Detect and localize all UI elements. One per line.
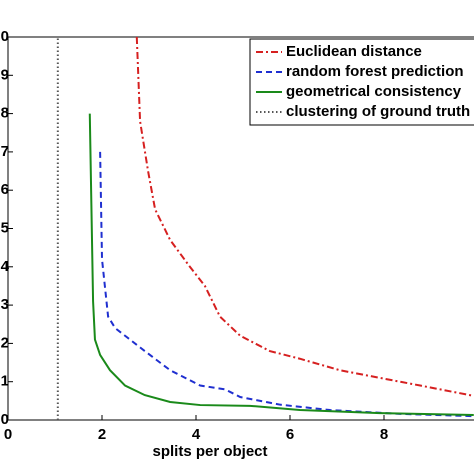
series-line xyxy=(135,36,474,397)
x-tick-label: 4 xyxy=(192,426,201,443)
y-tick-label: 0.9 xyxy=(0,66,9,83)
y-tick-label: 0.2 xyxy=(0,334,9,351)
x-tick-label: 8 xyxy=(380,426,388,443)
legend-label: clustering of ground truth xyxy=(286,103,470,120)
x-tick-label: 0 xyxy=(4,426,12,443)
y-tick-label: 0 xyxy=(1,411,9,428)
y-tick-label: 0.5 xyxy=(0,219,9,236)
legend-label: Euclidean distance xyxy=(286,43,422,60)
legend: Euclidean distance random forest predicti… xyxy=(249,38,474,126)
y-tick-label: 0.4 xyxy=(0,258,10,275)
legend-label: random forest prediction xyxy=(286,63,464,80)
y-tick-label: 0.3 xyxy=(0,296,9,313)
y-tick-label: 0.8 xyxy=(0,105,9,122)
series-line xyxy=(99,151,474,418)
series-line xyxy=(88,113,474,417)
x-tick-label: 2 xyxy=(98,426,106,443)
y-tick-label: 0.7 xyxy=(0,143,9,160)
y-tick-label: 1.0 xyxy=(0,28,9,45)
x-axis-label: splits per object xyxy=(152,443,267,460)
x-tick-label: 6 xyxy=(286,426,294,443)
y-tick-label: 0.6 xyxy=(0,181,9,198)
legend-label: geometrical consistency xyxy=(286,83,462,100)
y-tick-label: 0.1 xyxy=(0,373,9,390)
legend-box xyxy=(249,38,474,126)
